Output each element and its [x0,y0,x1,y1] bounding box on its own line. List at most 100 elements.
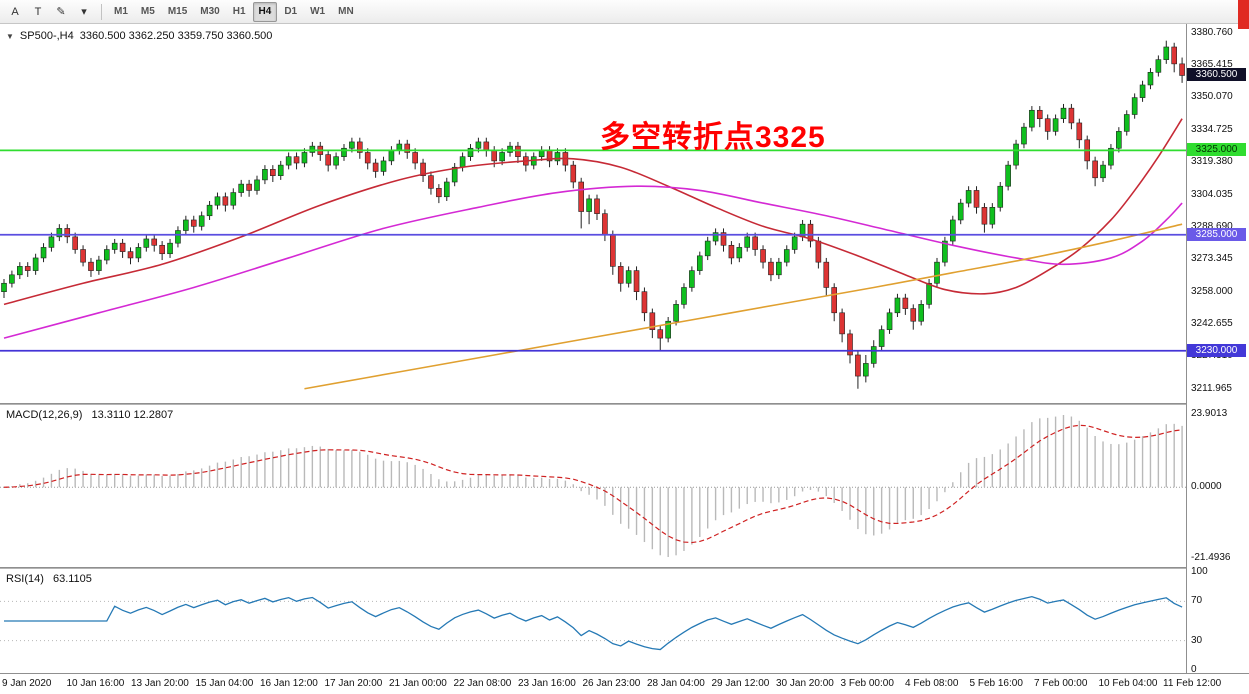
candle [744,236,751,248]
candle [451,166,458,183]
collapse-chart-icon[interactable]: ▼ [6,31,14,41]
timeframe-d1-button[interactable]: D1 [278,2,303,22]
candle [127,251,134,259]
candle [760,249,766,263]
candle [783,249,790,263]
candle [428,175,434,189]
candle [989,207,996,225]
timeframe-w1-button[interactable]: W1 [304,2,331,22]
panel-separator[interactable] [0,567,1249,569]
panel-separator[interactable] [0,403,1249,405]
candle [1100,164,1106,179]
candle [1123,114,1130,132]
rsi-indicator-panel[interactable]: RSI(14) 63.1105 [0,569,1186,673]
time-axis: 9 Jan 2020 10 Jan 16:00 13 Jan 20:00 15 Jan… [0,673,1249,694]
text-tool-button[interactable]: T [27,2,49,22]
candle [815,240,822,263]
candle [839,312,845,335]
timeframe-h4-button[interactable]: H4 [252,1,278,22]
price-axis-label: 3304.035 [1191,188,1233,200]
time-axis-label: 22 Jan 08:00 [453,678,512,689]
candle [238,183,244,193]
macd-chart[interactable] [0,405,1186,567]
candle [230,192,237,206]
time-axis-label: 5 Feb 16:00 [969,678,1023,689]
candle [926,282,932,305]
candle [791,236,798,250]
candle [325,154,331,166]
candle [894,297,901,314]
chart-symbol-title: SP500-,H4 [19,30,74,42]
candle [420,162,426,176]
candle [483,141,490,151]
timeframe-m5-button[interactable]: M5 [135,2,161,22]
toolbar: A T ✎ ▾ M1 M5 M15 M30 H1 H4 D1 W1 MN [0,0,1249,24]
candle [515,145,521,157]
candle [878,329,885,347]
annotate-tool-button[interactable]: A [4,2,26,22]
candle [1068,107,1075,124]
level-price-tag: 3325.000 [1187,143,1246,157]
candle [689,270,695,288]
timeframe-m1-button[interactable]: M1 [108,2,134,22]
candle [214,196,221,206]
time-axis-label: 23 Jan 16:00 [518,678,576,689]
candle [270,169,276,176]
timeframe-m15-button[interactable]: M15 [162,2,193,22]
macd-axis-min-label: -21.4936 [1191,552,1231,563]
candle [886,312,893,330]
price-axis-label: 3380.760 [1191,26,1233,38]
time-axis-label: 11 Feb 12:00 [1163,678,1222,689]
candle [1005,164,1011,187]
price-axis-label: 3350.070 [1191,91,1233,103]
candle [570,164,577,183]
timeframe-h1-button[interactable]: H1 [227,2,252,22]
price-chart-panel[interactable]: ▼ SP500-,H4 3360.500 3362.250 3359.750 3… [0,24,1186,403]
candle [1076,122,1083,141]
candle [997,185,1004,208]
draw-tool-button[interactable]: ✎ [50,2,72,22]
rsi-chart[interactable] [0,569,1186,673]
candle [602,213,608,236]
price-axis: 3380.760 3365.415 3350.070 3334.725 3319.380… [1186,24,1249,675]
chart-ohlc-values: 3360.500 3362.250 3359.750 3360.500 [79,30,273,42]
candle [412,152,418,164]
price-axis-label: 3334.725 [1191,123,1233,135]
candle [1147,72,1154,86]
candle [1092,160,1098,179]
candle [372,162,379,172]
candlestick-chart[interactable] [0,24,1186,403]
candle [1155,59,1162,73]
rsi-line [4,595,1183,651]
candle [262,169,268,181]
candle [1021,126,1027,145]
candle [293,156,300,164]
tools-dropdown-caret[interactable]: ▾ [73,2,95,22]
time-axis-label: 10 Feb 04:00 [1098,678,1158,689]
time-axis-label: 13 Jan 20:00 [131,678,189,689]
ma-red-fast-line [3,118,1183,306]
candle [143,238,150,248]
candle [341,147,347,157]
candle [1171,46,1177,65]
chart-header: ▼ SP500-,H4 3360.500 3362.250 3359.750 3… [6,30,272,42]
top-right-red-marker [1238,0,1249,29]
timeframe-mn-button[interactable]: MN [332,2,360,22]
price-axis-label: 3288.690 [1191,220,1233,232]
candle [855,354,861,377]
rsi-axis-label: 100 [1191,566,1208,577]
candle [277,164,284,176]
candle [364,152,371,164]
candle [704,240,711,257]
candle [847,333,853,356]
candle [17,266,23,276]
candle [72,236,78,250]
time-axis-label: 26 Jan 23:00 [582,678,641,689]
price-axis-label: 3365.415 [1191,59,1233,71]
candle [56,228,63,238]
timeframe-m30-button[interactable]: M30 [194,2,225,22]
candle [752,236,758,250]
macd-indicator-panel[interactable]: MACD(12,26,9) 13.3110 12.2807 [0,405,1186,567]
candle [254,179,260,191]
candle [356,141,363,153]
